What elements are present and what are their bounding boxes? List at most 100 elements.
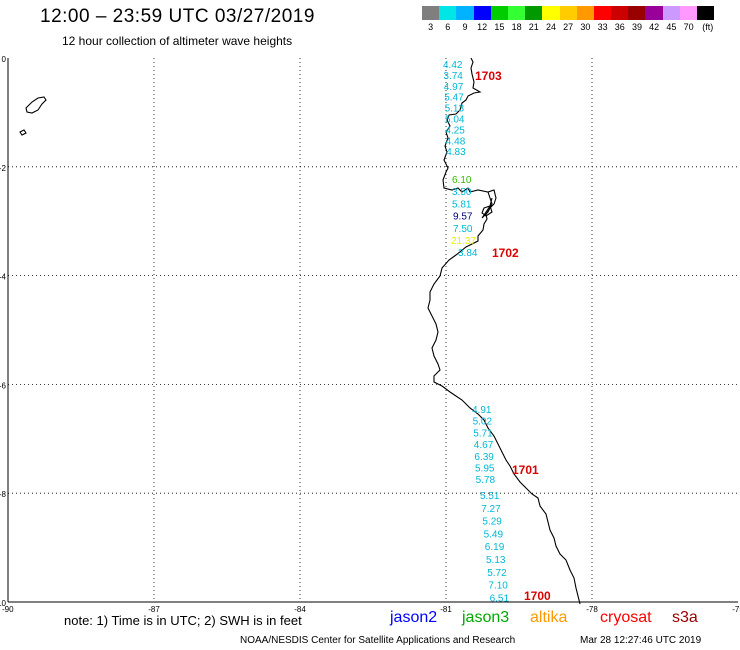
coastline <box>19 57 581 605</box>
wave-height-value: 21.37 <box>451 236 476 247</box>
wave-height-value: 3.74 <box>443 71 463 82</box>
wave-height-value: 5.51 <box>480 491 500 502</box>
color-scale-label: 45 <box>666 22 677 32</box>
color-scale-label: 9 <box>462 22 468 32</box>
color-swatch <box>697 6 715 20</box>
color-swatch <box>490 6 508 20</box>
pass-number-label: 1701 <box>512 463 539 477</box>
color-swatch <box>611 6 629 20</box>
color-scale-label: 3 <box>428 22 434 32</box>
x-tick-label: -81 <box>440 605 452 614</box>
footer-note: note: 1) Time is in UTC; 2) SWH is in fe… <box>64 613 302 628</box>
wave-height-value: 7.10 <box>488 581 508 592</box>
wave-height-value: 5.78 <box>476 475 496 486</box>
wave-height-value: 9.57 <box>453 212 473 223</box>
wave-height-value: 6.10 <box>452 175 472 186</box>
color-scale-labels: 3 6 9 12 15 18 21 24 27 30 33 36 39 42 45 70 (ft) <box>422 22 740 34</box>
wave-height-value: 5.95 <box>475 464 495 475</box>
wave-height-value: 4.48 <box>446 136 466 147</box>
color-scale-label: 21 <box>528 22 539 32</box>
y-tick-label: -4 <box>0 273 7 282</box>
axis-tick-labels: -90 -87 -84 -81 -78 -75 0 -2 -4 -6 -8 -10 <box>0 55 740 614</box>
wave-height-value: 4.91 <box>472 405 492 416</box>
wave-height-value: 5.13 <box>486 555 506 566</box>
wave-height-value: 4.97 <box>444 82 464 93</box>
wave-height-value: 5.71 <box>473 428 493 439</box>
pass-number-label: 1703 <box>475 69 502 83</box>
y-tick-label: 0 <box>2 55 7 64</box>
wave-height-value: 5.04 <box>445 115 465 126</box>
y-tick-label: -8 <box>0 490 7 499</box>
wave-height-value: 5.72 <box>487 568 507 579</box>
wave-height-value: 4.67 <box>474 440 494 451</box>
wave-height-value: 6.39 <box>474 452 494 463</box>
y-tick-label: -6 <box>0 381 7 390</box>
color-swatch <box>679 6 697 20</box>
lat-lon-grid <box>7 58 738 603</box>
color-swatch <box>593 6 612 20</box>
color-swatch <box>456 6 474 20</box>
generation-timestamp: Mar 28 12:27:46 UTC 2019 <box>580 635 702 646</box>
color-scale-label: 15 <box>494 22 505 32</box>
credit-line: NOAA/NESDIS Center for Satellite Applica… <box>240 635 516 646</box>
pass-number-labels: 1703 1702 1701 1700 <box>475 69 551 603</box>
wave-height-value: 7.27 <box>481 504 501 515</box>
wave-height-values: 4.423.744.975.475.135.044.254.484.836.10… <box>443 60 510 604</box>
color-scale-label: 39 <box>631 22 643 32</box>
color-scale-label: 6 <box>445 22 451 32</box>
map-subtitle: 12 hour collection of altimeter wave hei… <box>62 34 293 48</box>
color-swatch <box>473 6 491 20</box>
south-america-coastline <box>427 57 581 605</box>
wave-height-value: 5.81 <box>452 199 472 210</box>
satellite-legend-cryosat: cryosat <box>600 609 652 626</box>
color-swatch <box>576 6 594 20</box>
color-swatch <box>559 6 577 20</box>
satellite-legend-s3a: s3a <box>672 609 698 626</box>
color-scale-label: (ft) <box>702 22 714 32</box>
wave-height-value: 3.84 <box>458 248 478 259</box>
wave-height-value: 4.25 <box>445 125 465 136</box>
pass-number-label: 1700 <box>524 589 551 603</box>
color-scale-label: 42 <box>649 22 660 32</box>
wave-height-value: 4.42 <box>443 60 463 71</box>
wave-height-value: 5.29 <box>482 517 502 528</box>
color-swatch <box>628 6 646 20</box>
x-tick-label: -78 <box>586 605 598 614</box>
y-tick-label: -2 <box>0 164 7 173</box>
color-scale-bar <box>422 6 715 20</box>
x-tick-label: -90 <box>2 605 14 614</box>
wave-height-value: 5.13 <box>445 104 465 115</box>
color-scale-label: 12 <box>477 22 488 32</box>
color-scale-label: 33 <box>597 22 608 32</box>
color-swatch <box>525 6 543 20</box>
satellite-legend-jason2: jason2 <box>390 609 438 626</box>
color-scale-label: 30 <box>580 22 591 32</box>
y-tick-label: -10 <box>0 599 7 608</box>
galapagos-island-small <box>19 129 27 136</box>
pass-number-label: 1702 <box>492 246 519 260</box>
color-scale-label: 24 <box>545 22 557 32</box>
satellite-legend-jason3: jason3 <box>462 609 510 626</box>
map-title: 12:00 – 23:59 UTC 03/27/2019 <box>40 6 315 27</box>
color-scale-label: 18 <box>511 22 522 32</box>
x-tick-label: -75 <box>732 605 740 614</box>
wave-height-value: 6.51 <box>490 593 510 604</box>
wave-height-value: 3.50 <box>452 187 472 198</box>
x-tick-label: -87 <box>148 605 160 614</box>
color-swatch <box>507 6 526 20</box>
color-swatch <box>439 6 457 20</box>
color-scale-label: 70 <box>683 22 694 32</box>
x-tick-label: -84 <box>294 605 306 614</box>
color-swatch <box>645 6 663 20</box>
wave-height-value: 5.47 <box>444 93 464 104</box>
wave-height-value: 6.19 <box>485 542 505 553</box>
wave-height-value: 4.83 <box>446 147 466 158</box>
color-swatch <box>542 6 560 20</box>
satellite-legend-altika: altika <box>530 609 568 626</box>
wave-height-value: 5.02 <box>473 417 493 428</box>
puna-island <box>481 205 493 217</box>
color-scale-label: 36 <box>614 22 625 32</box>
wave-height-value: 5.49 <box>484 529 504 540</box>
color-scale-label: 27 <box>563 22 574 32</box>
